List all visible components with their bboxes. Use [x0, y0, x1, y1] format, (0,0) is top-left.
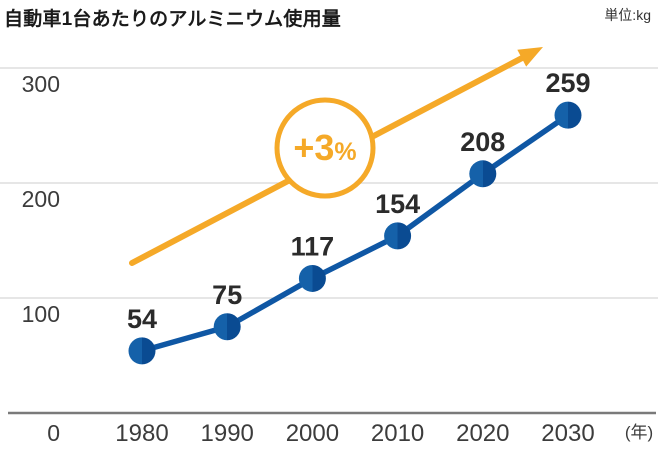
y-tick-label: 0 [47, 420, 60, 446]
growth-badge-label: +3% [293, 127, 356, 168]
x-tick-label: 2010 [371, 420, 424, 447]
y-tick-label: 200 [22, 186, 60, 212]
data-line [139, 112, 571, 354]
x-tick-label: 1990 [201, 420, 254, 447]
data-point [213, 313, 241, 341]
x-tick-label: 2030 [541, 420, 594, 447]
data-point [298, 264, 326, 292]
value-label: 154 [375, 189, 420, 219]
value-label: 208 [460, 127, 505, 157]
x-tick-label: 2000 [286, 420, 339, 447]
chart-title: 自動車1台あたりのアルミニウム使用量 [4, 9, 341, 30]
x-axis-suffix: (年) [625, 423, 653, 442]
data-point [554, 101, 582, 129]
value-label: 117 [291, 231, 335, 261]
value-label: 259 [545, 68, 590, 98]
unit-label: 単位:kg [604, 7, 651, 23]
value-label: 54 [127, 304, 157, 334]
x-tick-label: 1980 [115, 420, 168, 447]
data-point [469, 160, 497, 188]
trend-arrow-head [517, 47, 543, 67]
data-point [384, 222, 412, 250]
y-tick-label: 300 [22, 71, 60, 97]
x-tick-label: 2020 [456, 420, 509, 447]
data-point [128, 337, 156, 365]
y-tick-label: 100 [22, 301, 60, 327]
growth-badge-circle [274, 97, 376, 199]
value-label: 75 [212, 280, 242, 310]
